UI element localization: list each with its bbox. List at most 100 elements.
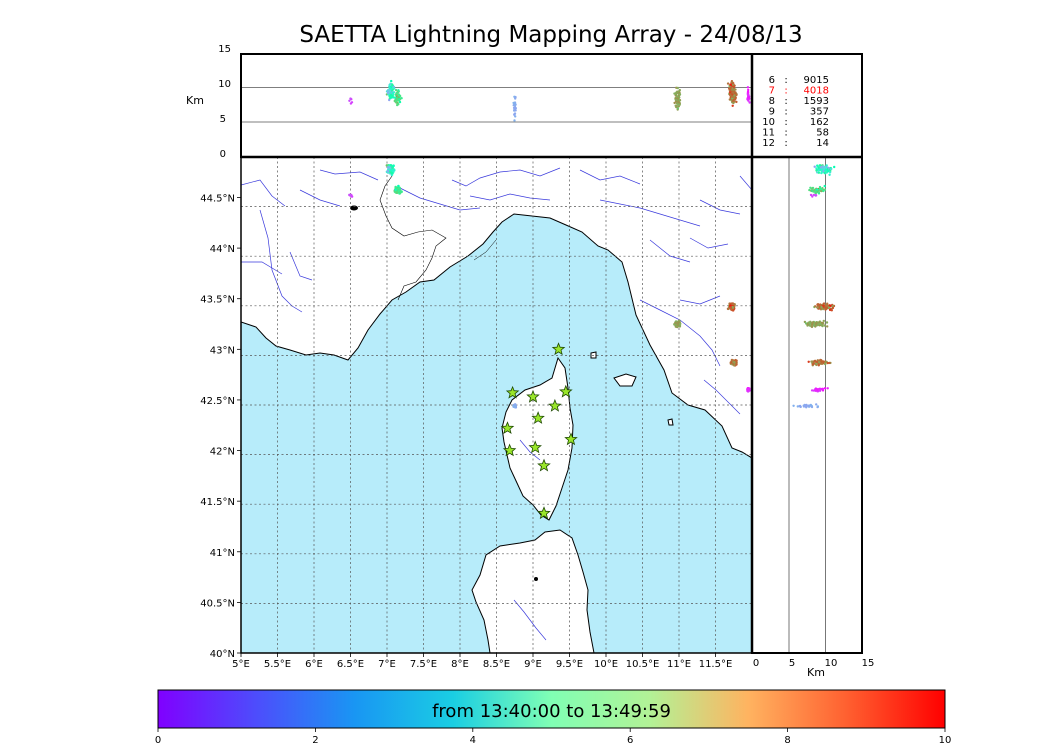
altitude-point [391, 94, 394, 98]
top-ylabel: Km [186, 94, 204, 107]
altitude-point [814, 323, 818, 326]
altitude-point [731, 91, 735, 94]
map-ytick-label: 42°N [210, 447, 235, 458]
capraia-island [590, 351, 597, 359]
altitude-point [829, 304, 832, 307]
altitude-point [815, 360, 819, 364]
station-marker [537, 458, 551, 472]
station-count-value: 14 [816, 138, 829, 149]
altitude-point [815, 321, 818, 324]
station-marker [548, 398, 562, 412]
altitude-point [675, 95, 679, 98]
map-ytick-label: 41°N [210, 548, 235, 559]
top-ytick-label: 0 [220, 149, 226, 160]
altitude-point [746, 97, 749, 101]
altitude-point [814, 305, 817, 308]
altitude-point [809, 186, 812, 189]
station-count-label: 8 [769, 96, 775, 107]
station-marker [500, 421, 515, 434]
station-count-label: 12 [762, 138, 775, 149]
altitude-point [811, 187, 814, 190]
altitude-point [827, 306, 831, 309]
lightning-source-point [733, 361, 736, 364]
station-count-colon: : [784, 86, 787, 97]
altitude-point [822, 302, 826, 305]
altitude-point [817, 323, 820, 326]
map-ytick-label: 40.5°N [200, 598, 235, 609]
map-xtick-label: 9.5°E [556, 659, 583, 670]
altitude-point [820, 171, 823, 174]
altitude-point [820, 166, 823, 169]
border-france-italy [379, 165, 447, 301]
altitude-point [816, 188, 819, 191]
station-count-label: 11 [762, 128, 775, 139]
altitude-point [387, 91, 390, 95]
colorbar: 0 2 4 6 8 10 [155, 689, 952, 746]
map-xtick-label: 9°E [524, 659, 542, 670]
altitude-point [806, 324, 809, 327]
altitude-point [513, 119, 516, 122]
altitude-point [815, 191, 818, 194]
map-panel: 5°E 5.5°E 6°E 6.5°E 7°E 7.5°E 8°E 8.5°E 9°E 9.5°E… [200, 156, 753, 670]
altitude-point [349, 97, 352, 100]
altitude-point [808, 324, 811, 327]
altitude-point [824, 360, 827, 363]
colorbar-tick-label: 4 [470, 735, 476, 746]
side-xtick-label: 0 [753, 658, 759, 669]
altitude-point [824, 308, 827, 311]
altitude-point [828, 173, 831, 176]
altitude-point [748, 101, 751, 104]
station-count-label: 9 [769, 107, 775, 118]
lightning-source-point [731, 359, 735, 362]
map-xtick-label: 6.5°E [337, 659, 364, 670]
map-ytick-label: 41.5°N [200, 497, 235, 508]
station-marker [531, 411, 545, 424]
altitude-point [825, 304, 828, 307]
station-count-value: 357 [810, 107, 829, 118]
lightning-source-point [389, 168, 393, 172]
altitude-point [675, 105, 678, 109]
station-count-value: 162 [810, 117, 829, 128]
colorbar-label: from 13:40:00 to 13:49:59 [432, 701, 671, 722]
altitude-point [824, 169, 827, 172]
map-xtick-label: 8.5°E [483, 659, 510, 670]
side-xlabel: Km [807, 666, 825, 679]
lightning-source-point [389, 164, 393, 167]
altitude-point [747, 93, 750, 96]
altitude-point [815, 403, 818, 406]
map-xtick-label: 11°E [667, 659, 691, 670]
colorbar-tick-label: 0 [155, 735, 161, 746]
altitude-point [810, 360, 813, 363]
altitude-point [825, 164, 828, 167]
altitude-point [819, 187, 822, 191]
altitude-point [817, 171, 821, 174]
altitude-point [513, 102, 517, 106]
altitude-point [809, 403, 812, 407]
altitude-point [828, 171, 832, 174]
altitude-gridlines [241, 87, 752, 123]
lake [350, 205, 358, 211]
station-marker [564, 432, 578, 446]
altitude-point [823, 184, 826, 188]
colorbar-tick-label: 10 [939, 735, 952, 746]
sardinia-land [471, 529, 595, 653]
altitude-point [815, 363, 818, 367]
station-count-value: 58 [816, 128, 829, 139]
station-count-colon: : [784, 117, 787, 128]
altitude-point [810, 405, 814, 409]
map-xtick-label: 7°E [378, 659, 396, 670]
map-xtick-label: 7.5°E [410, 659, 437, 670]
altitude-point [390, 79, 393, 83]
altitude-point [808, 188, 811, 192]
altitude-point [821, 362, 824, 365]
station-count-colon: : [784, 138, 787, 149]
altitude-point [513, 113, 516, 116]
lightning-source-point [747, 388, 750, 391]
station-marker [505, 385, 520, 399]
side-xtick-label: 15 [862, 658, 875, 669]
altitude-point [816, 164, 819, 167]
altitude-point [734, 96, 737, 100]
altitude-point [821, 387, 824, 391]
lake [534, 577, 538, 581]
